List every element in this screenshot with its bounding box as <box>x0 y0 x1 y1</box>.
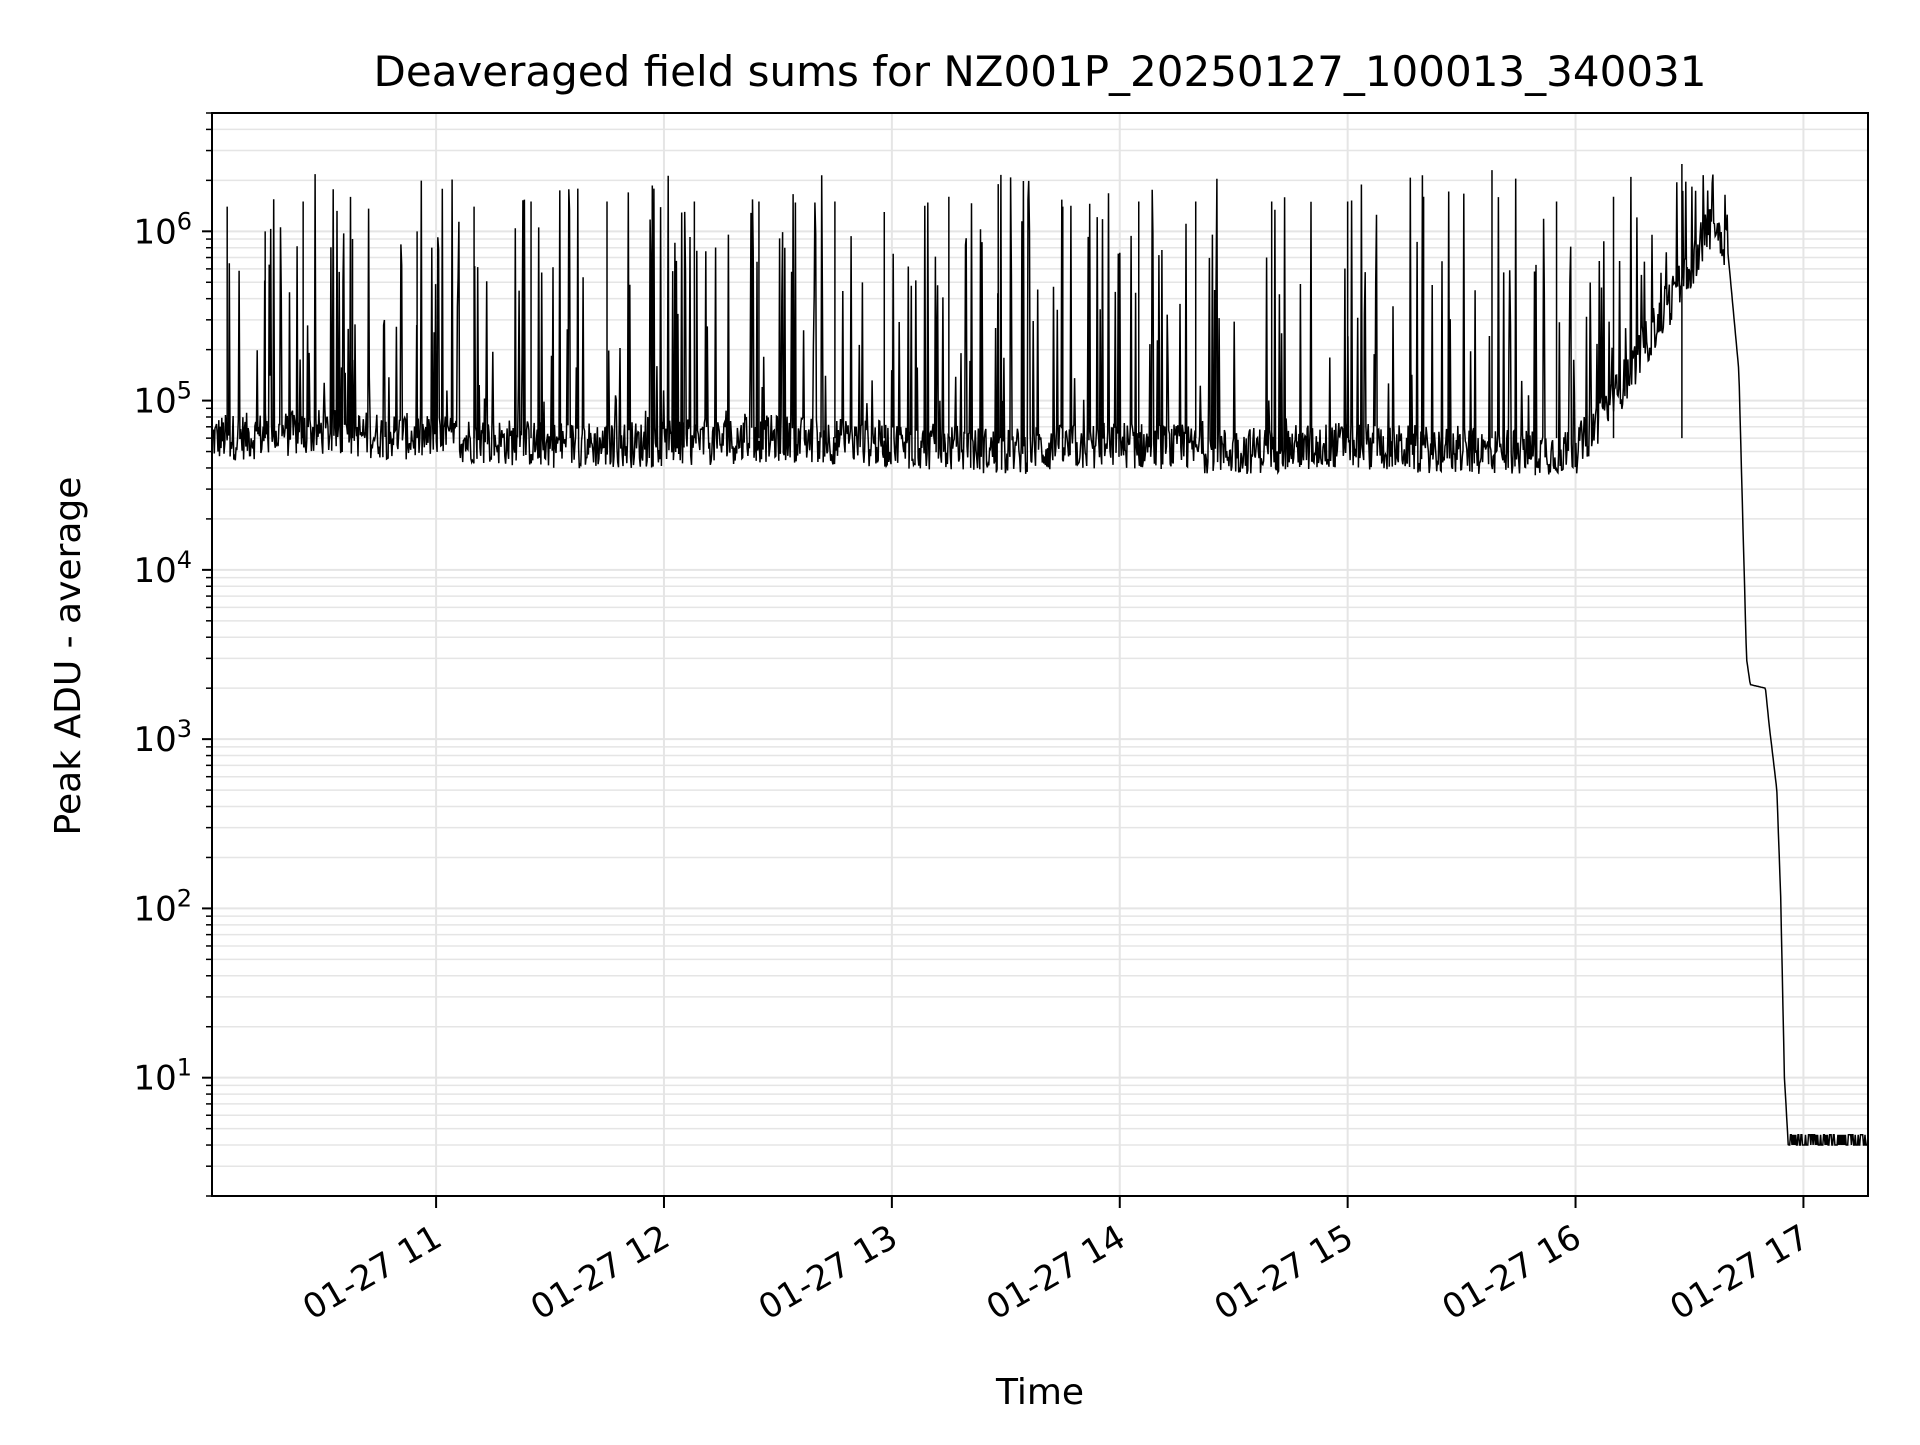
x-axis-label: Time <box>995 1372 1084 1413</box>
y-axis-label: Peak ADU - average <box>48 477 89 836</box>
y-tick-base: 10 <box>133 551 176 591</box>
grid <box>212 112 1868 1197</box>
y-tick-base: 10 <box>133 720 176 760</box>
y-tick-exponent: 4 <box>177 546 192 574</box>
data-line <box>211 174 1869 1146</box>
chart-title: Deaveraged field sums for NZ001P_2025012… <box>374 47 1707 96</box>
data-layer <box>211 163 1869 1146</box>
y-tick-exponent: 6 <box>177 207 192 235</box>
y-tick-label: 106 <box>133 207 192 252</box>
y-tick-base: 10 <box>133 212 176 252</box>
y-tick-base: 10 <box>133 1059 176 1099</box>
y-tick-label: 104 <box>133 546 192 591</box>
y-tick-exponent: 5 <box>177 377 192 405</box>
y-tick-label: 105 <box>133 377 192 422</box>
y-tick-label: 102 <box>133 884 192 929</box>
y-tick-base: 10 <box>133 382 176 422</box>
y-tick-base: 10 <box>133 889 176 929</box>
y-tick-exponent: 3 <box>177 715 192 743</box>
plot-frame <box>211 112 1869 1197</box>
y-tick-exponent: 1 <box>177 1054 192 1082</box>
y-tick-label: 103 <box>133 715 192 760</box>
y-tick-label: 101 <box>133 1054 192 1099</box>
y-tick-exponent: 2 <box>177 884 192 912</box>
